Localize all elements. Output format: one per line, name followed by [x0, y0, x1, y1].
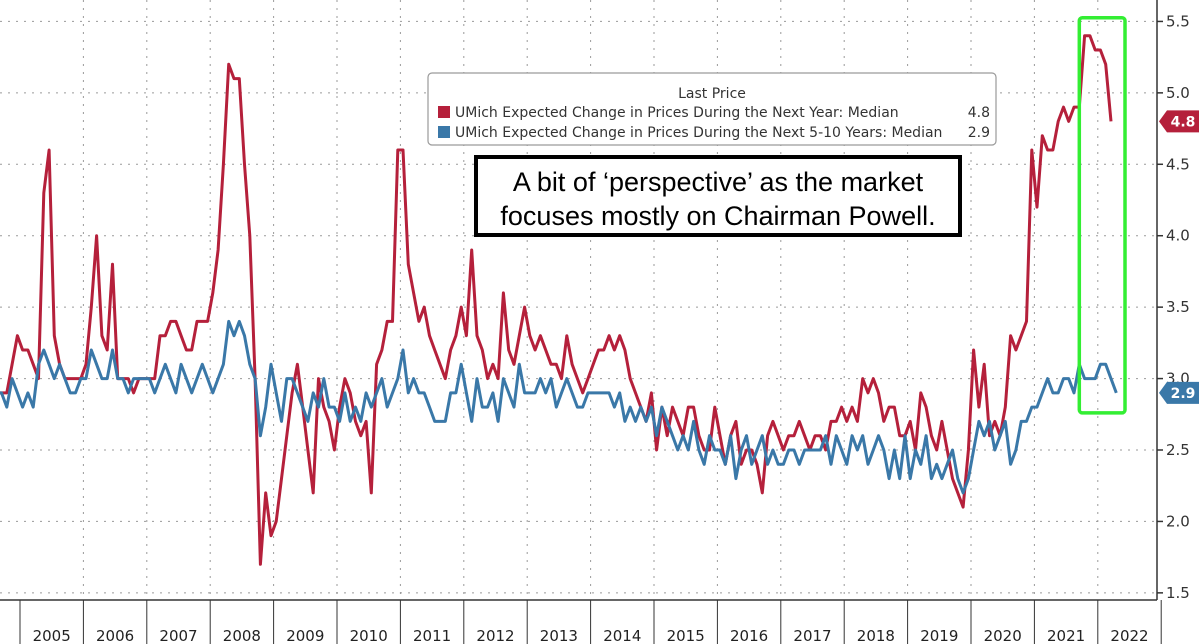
- legend-swatch: [438, 106, 450, 118]
- highlight: [1077, 15, 1127, 415]
- x-tick-label: 2011: [413, 627, 451, 644]
- legend-entry-value: 2.9: [968, 125, 990, 141]
- x-tick-label: 2013: [540, 627, 578, 644]
- annotation-line-1: A bit of ‘perspective’ as the market: [512, 167, 924, 197]
- last-value-badge-label: 2.9: [1171, 386, 1196, 402]
- legend-box: [427, 72, 997, 146]
- x-tick-label: 2015: [667, 627, 705, 644]
- annotation-box: A bit of ‘perspective’ as the market foc…: [474, 155, 962, 237]
- x-tick-label: 2014: [603, 627, 641, 644]
- y-tick-label: 4.5: [1166, 155, 1190, 173]
- series: [0, 34, 1118, 566]
- x-tick-label: 2010: [350, 627, 388, 644]
- legend-entry-label: UMich Expected Change in Prices During t…: [455, 105, 899, 121]
- highlight-box: [1077, 15, 1127, 415]
- annotation-line-2: focuses mostly on Chairman Powell.: [500, 201, 936, 231]
- x-tick-label: 2005: [33, 627, 71, 644]
- x-tick-label: 2021: [1047, 627, 1085, 644]
- last-value-badge-label: 4.8: [1171, 114, 1196, 130]
- x-tick-label: 2019: [920, 627, 958, 644]
- y-tick-label: 5.5: [1166, 12, 1190, 30]
- x-tick-label: 2012: [476, 627, 514, 644]
- x-tick-label: 2022: [1110, 627, 1148, 644]
- legend-title: Last Price: [678, 86, 746, 102]
- y-tick-label: 3.5: [1166, 298, 1190, 316]
- legend-swatch: [438, 126, 450, 138]
- y-tick-label: 4.0: [1166, 227, 1190, 245]
- legend-entry-label: UMich Expected Change in Prices During t…: [455, 125, 942, 141]
- y-tick-label: 5.0: [1166, 84, 1190, 102]
- x-tick-label: 2016: [730, 627, 768, 644]
- x-tick-label: 2008: [223, 627, 261, 644]
- x-tick-label: 2006: [96, 627, 134, 644]
- y-tick-label: 2.5: [1166, 441, 1190, 459]
- y-tick-label: 1.5: [1166, 584, 1190, 602]
- legend: Last Price UMich Expected Change in Price…: [427, 72, 997, 146]
- x-tick-label: 2018: [857, 627, 895, 644]
- last-value-badges: 4.8 2.9: [1159, 110, 1199, 404]
- x-tick-label: 2007: [159, 627, 197, 644]
- last-value-badge: [1159, 381, 1199, 404]
- series-line-next-5-10-years: [0, 319, 1118, 495]
- x-tick-label: 2017: [793, 627, 831, 644]
- x-tick-label: 2009: [286, 627, 324, 644]
- y-tick-label: 2.0: [1166, 512, 1190, 530]
- x-tick-label: 2020: [984, 627, 1022, 644]
- legend-entry-value: 4.8: [968, 105, 990, 121]
- last-value-badge: [1159, 110, 1199, 133]
- grid: [0, 0, 1157, 600]
- series-line-next-year: [0, 34, 1113, 566]
